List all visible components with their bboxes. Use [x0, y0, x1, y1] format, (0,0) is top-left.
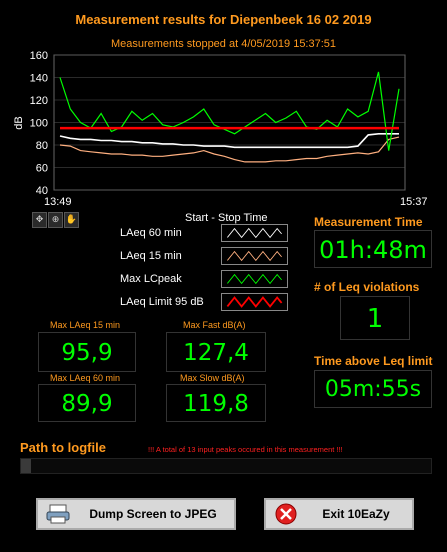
dump-screen-button[interactable]: Dump Screen to JPEG: [36, 498, 236, 530]
violations-value: 1: [366, 304, 384, 334]
legend-swatch-laeq15: [221, 247, 288, 265]
max-fast-value: 127,4: [183, 340, 249, 366]
printer-icon: [44, 502, 72, 526]
max-slow-value: 119,8: [183, 391, 249, 417]
move-icon[interactable]: ✥: [32, 212, 47, 228]
y-tick-label: 140: [30, 73, 48, 85]
time-above-value: 05m:55s: [324, 377, 422, 402]
exit-label: Exit 10EaZy: [322, 507, 390, 521]
legend-swatch-limit: [221, 293, 288, 311]
legend-label-lcpeak: Max LCpeak: [120, 273, 182, 285]
dump-screen-label: Dump Screen to JPEG: [89, 507, 217, 521]
time-above-label: Time above Leq limit: [314, 354, 433, 368]
page-title: Measurement results for Diepenbeek 16 02…: [75, 12, 372, 27]
legend-label-laeq60: LAeq 60 min: [120, 227, 182, 239]
legend-zigzag-laeq60: [227, 227, 282, 239]
peak-warning: !!! A total of 13 input peaks occured in…: [148, 445, 343, 454]
zoom-icon[interactable]: ⊕: [48, 212, 63, 228]
series-line-0: [59, 133, 399, 149]
max-laeq15-box: 95,9: [38, 332, 136, 372]
y-tick-label: 160: [30, 50, 48, 62]
measurement-time-value: 01h:48m: [319, 236, 427, 264]
legend-zigzag-limit: [226, 296, 283, 308]
x-end-label: 15:37: [400, 196, 428, 208]
chart-grid: [53, 54, 406, 191]
legend-swatch-laeq60: [221, 224, 288, 242]
hand-icon[interactable]: ✋: [64, 212, 79, 228]
chart-toolbar: ✥ ⊕ ✋: [32, 212, 92, 228]
logfile-path-scroll: [21, 459, 31, 473]
page-subtitle: Measurements stopped at 4/05/2019 15:37:…: [110, 38, 337, 50]
max-laeq15-label: Max LAeq 15 min: [50, 320, 121, 330]
chart-series: [59, 71, 400, 163]
max-laeq60-value: 89,9: [61, 391, 113, 417]
legend-title: Start - Stop Time: [185, 212, 268, 224]
y-tick-label: 40: [36, 185, 48, 197]
close-icon: [272, 502, 300, 526]
exit-button[interactable]: Exit 10EaZy: [264, 498, 414, 530]
legend-zigzag-laeq15: [227, 250, 282, 262]
violations-label: # of Leq violations: [314, 280, 420, 294]
max-laeq60-label: Max LAeq 60 min: [50, 373, 121, 383]
legend-zigzag-lcpeak: [227, 273, 282, 285]
y-tick-label: 120: [30, 95, 48, 107]
legend-label-limit: LAeq Limit 95 dB: [120, 296, 204, 308]
logfile-label: Path to logfile: [20, 440, 106, 455]
max-fast-box: 127,4: [166, 332, 266, 372]
y-tick-label: 80: [36, 140, 48, 152]
y-tick-label: 60: [36, 163, 48, 175]
y-axis-ticks: 160 140 120 100 80 60 40: [30, 50, 48, 197]
measurement-chart[interactable]: 160 140 120 100 80 60 40 dB 13:49 15:37: [0, 50, 447, 210]
series-line-1: [59, 136, 400, 163]
legend-swatch-lcpeak: [221, 270, 288, 288]
y-tick-label: 100: [30, 118, 48, 130]
logfile-path-field[interactable]: [20, 458, 432, 474]
x-start-label: 13:49: [44, 196, 72, 208]
max-slow-box: 119,8: [166, 384, 266, 422]
y-axis-label: dB: [13, 116, 25, 129]
measurement-time-box: 01h:48m: [314, 230, 432, 268]
violations-box: 1: [340, 296, 410, 340]
legend-label-laeq15: LAeq 15 min: [120, 250, 182, 262]
max-laeq60-box: 89,9: [38, 384, 136, 422]
time-above-box: 05m:55s: [314, 370, 432, 408]
max-laeq15-value: 95,9: [61, 340, 113, 366]
measurement-time-label: Measurement Time: [314, 215, 423, 229]
max-slow-label: Max Slow dB(A): [180, 373, 245, 383]
max-fast-label: Max Fast dB(A): [183, 320, 246, 330]
